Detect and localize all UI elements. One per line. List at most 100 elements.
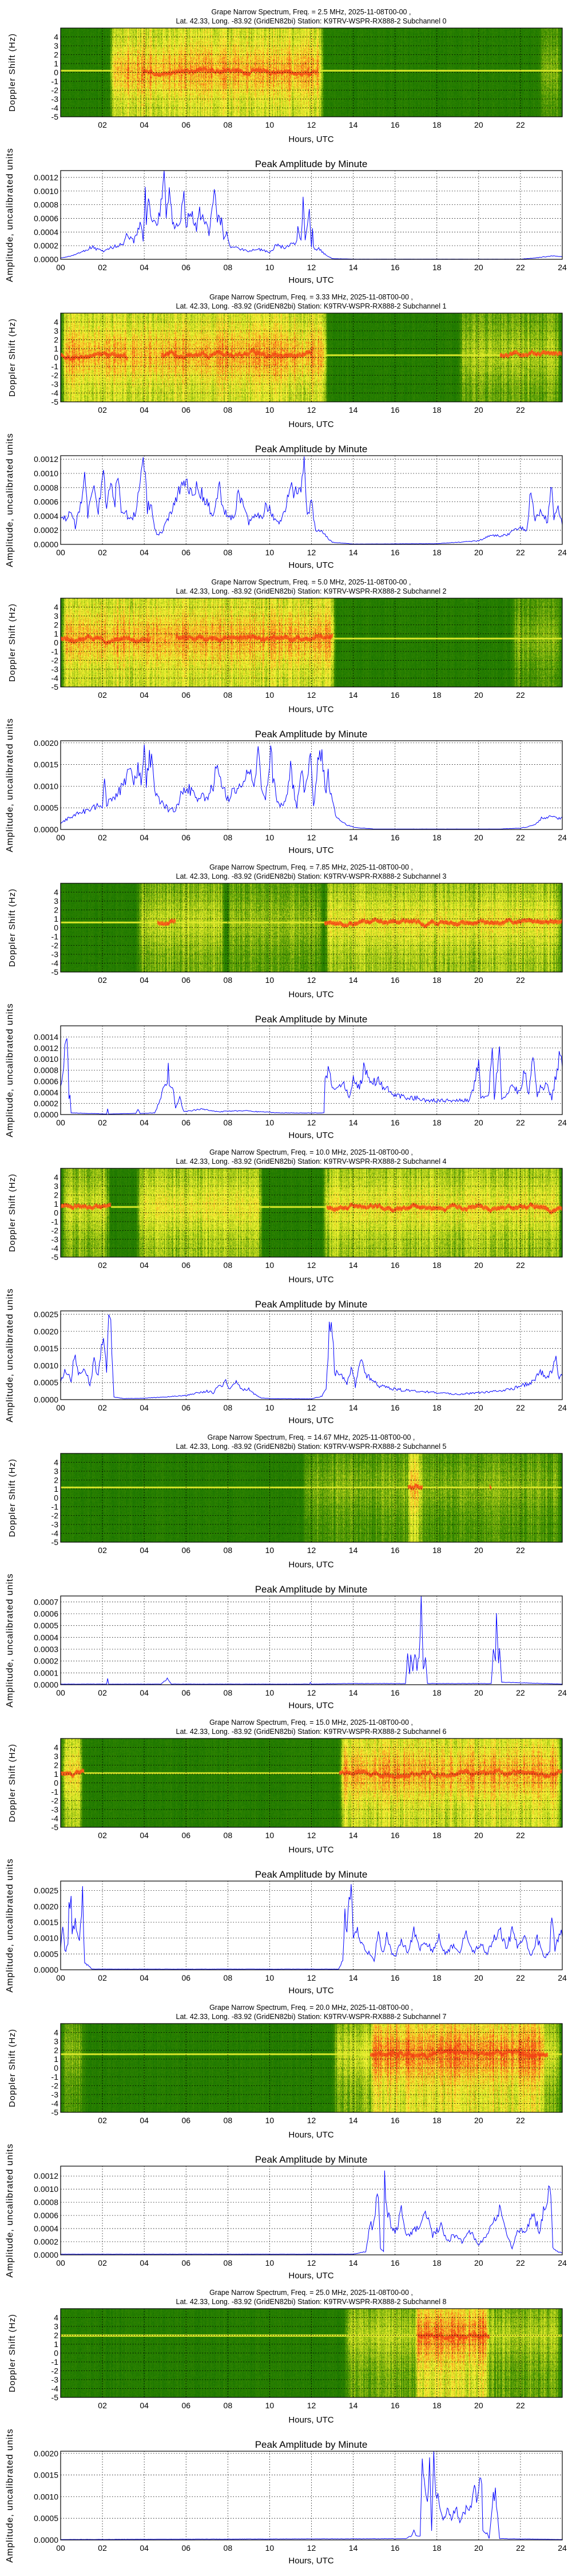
x-tick-label: 18 [432, 1831, 442, 1840]
x-tick-label: 20 [474, 1973, 483, 1982]
x-tick-label: 22 [516, 690, 525, 700]
y-tick-label: 0 [54, 923, 58, 933]
y-tick-label: 3 [54, 2322, 58, 2331]
y-tick-label: -3 [51, 94, 59, 104]
y-axis-label: Doppler Shift (Hz) [7, 318, 17, 397]
amplitude-title: Peak Amplitude by Minute [255, 729, 368, 740]
x-tick-label: 06 [181, 1261, 190, 1270]
spectrum-title-line-1: Grape Narrow Spectrum, Freq. = 10.0 MHz,… [209, 1148, 413, 1156]
y-tick-label: 0 [54, 2349, 58, 2358]
x-tick-label: 12 [307, 2116, 316, 2125]
y-tick-label: 0 [54, 353, 58, 362]
y-axis-label: Amplitude, uncalibrated units [5, 718, 15, 852]
x-tick-label: 16 [391, 690, 400, 700]
spectrum-title-line-2: Lat. 42.33, Long. -83.92 (GridEN82bi) St… [176, 2013, 447, 2021]
y-tick-label: 2 [54, 1191, 58, 1200]
y-tick-label: 0 [54, 2064, 58, 2073]
x-tick-label: 12 [307, 1973, 316, 1982]
spectrogram-frame [60, 27, 563, 117]
x-tick-label: 22 [516, 1118, 525, 1127]
x-tick-label: 16 [391, 263, 400, 272]
y-tick-label: -5 [51, 1538, 59, 1547]
x-tick-label: 08 [224, 1118, 233, 1127]
x-tick-label: 08 [224, 405, 233, 414]
x-axis-label: Hours, UTC [288, 420, 333, 429]
y-tick-label: 0 [54, 1208, 58, 1218]
y-tick-label: -4 [51, 389, 59, 398]
y-tick-label: 1 [54, 344, 58, 353]
y-tick-label: 0.0010 [34, 1934, 58, 1943]
spectrum-title-line-1: Grape Narrow Spectrum, Freq. = 3.33 MHz,… [209, 293, 413, 301]
x-tick-label: 08 [224, 2401, 233, 2410]
x-tick-label: 22 [516, 1403, 525, 1412]
x-tick-label: 00 [56, 1118, 65, 1127]
y-tick-label: -4 [51, 674, 59, 683]
x-tick-label: 18 [432, 1973, 442, 1982]
x-tick-label: 14 [349, 263, 358, 272]
subchannel-5-charts: Grape Narrow Spectrum, Freq. = 14.67 MHz… [5, 1433, 567, 1710]
y-tick-label: 0.0012 [34, 173, 58, 182]
x-tick-label: 14 [349, 1118, 358, 1127]
x-tick-label: 16 [391, 1973, 400, 1982]
x-tick-label: 24 [558, 833, 567, 842]
spectrum-title-line-1: Grape Narrow Spectrum, Freq. = 7.85 MHz,… [209, 863, 413, 871]
x-tick-label: 06 [181, 1546, 190, 1555]
x-tick-label: 18 [432, 690, 442, 700]
spectrum-title-line-2: Lat. 42.33, Long. -83.92 (GridEN82bi) St… [176, 587, 447, 595]
y-tick-label: 0.0004 [34, 1633, 58, 1642]
y-tick-label: 4 [54, 2028, 58, 2037]
x-tick-label: 04 [140, 2543, 149, 2553]
x-tick-label: 06 [181, 1973, 190, 1982]
x-tick-label: 04 [140, 2258, 149, 2267]
x-tick-label: 04 [140, 2116, 149, 2125]
x-axis-label: Hours, UTC [288, 1986, 333, 1996]
x-tick-label: 18 [432, 2401, 442, 2410]
y-tick-label: -3 [51, 665, 59, 674]
x-tick-label: 12 [307, 1403, 316, 1412]
x-axis-label: Hours, UTC [288, 846, 333, 855]
y-tick-label: 1 [54, 59, 58, 68]
x-tick-label: 02 [98, 263, 107, 272]
y-tick-label: 1 [54, 2055, 58, 2064]
y-tick-label: 3 [54, 326, 58, 335]
x-tick-label: 20 [474, 2116, 483, 2125]
x-tick-label: 06 [181, 2116, 190, 2125]
x-tick-label: 10 [265, 120, 275, 129]
x-tick-label: 08 [224, 975, 233, 985]
x-tick-label: 22 [516, 2258, 525, 2267]
x-tick-label: 22 [516, 1546, 525, 1555]
x-tick-label: 16 [391, 1688, 400, 1697]
x-axis-label: Hours, UTC [288, 2130, 333, 2140]
spectrum-title-line-1: Grape Narrow Spectrum, Freq. = 20.0 MHz,… [209, 2004, 413, 2012]
x-tick-label: 08 [224, 833, 233, 842]
subchannel-2-panel: Grape Narrow Spectrum, Freq. = 5.0 MHz, … [0, 570, 572, 855]
x-tick-label: 22 [516, 1973, 525, 1982]
y-tick-label: 0.0008 [34, 483, 58, 492]
amplitude-title: Peak Amplitude by Minute [255, 159, 368, 169]
y-tick-label: 0.0010 [34, 1361, 58, 1370]
y-tick-label: 2 [54, 2331, 58, 2340]
y-tick-label: 1 [54, 2340, 58, 2349]
x-tick-label: 02 [98, 975, 107, 985]
spectrum-title-line-1: Grape Narrow Spectrum, Freq. = 25.0 MHz,… [209, 2289, 413, 2297]
x-tick-label: 08 [224, 1403, 233, 1412]
x-axis-label: Hours, UTC [288, 1131, 333, 1140]
y-tick-label: -1 [51, 2072, 59, 2081]
amplitude-title: Peak Amplitude by Minute [255, 444, 368, 455]
x-tick-label: 14 [349, 2401, 358, 2410]
x-tick-label: 14 [349, 1546, 358, 1555]
x-tick-label: 02 [98, 2258, 107, 2267]
x-tick-label: 14 [349, 2543, 358, 2553]
amplitude-frame [60, 2166, 563, 2255]
x-tick-label: 12 [307, 690, 316, 700]
x-tick-label: 10 [265, 2401, 275, 2410]
amplitude-title: Peak Amplitude by Minute [255, 1869, 368, 1880]
x-tick-label: 04 [140, 548, 149, 557]
x-tick-label: 06 [181, 1118, 190, 1127]
x-axis-label: Hours, UTC [288, 2271, 333, 2281]
x-tick-label: 22 [516, 1831, 525, 1840]
y-tick-label: -2 [51, 656, 59, 665]
x-tick-label: 06 [181, 2258, 190, 2267]
y-tick-label: 3 [54, 611, 58, 621]
y-tick-label: 0.0004 [34, 1088, 58, 1097]
